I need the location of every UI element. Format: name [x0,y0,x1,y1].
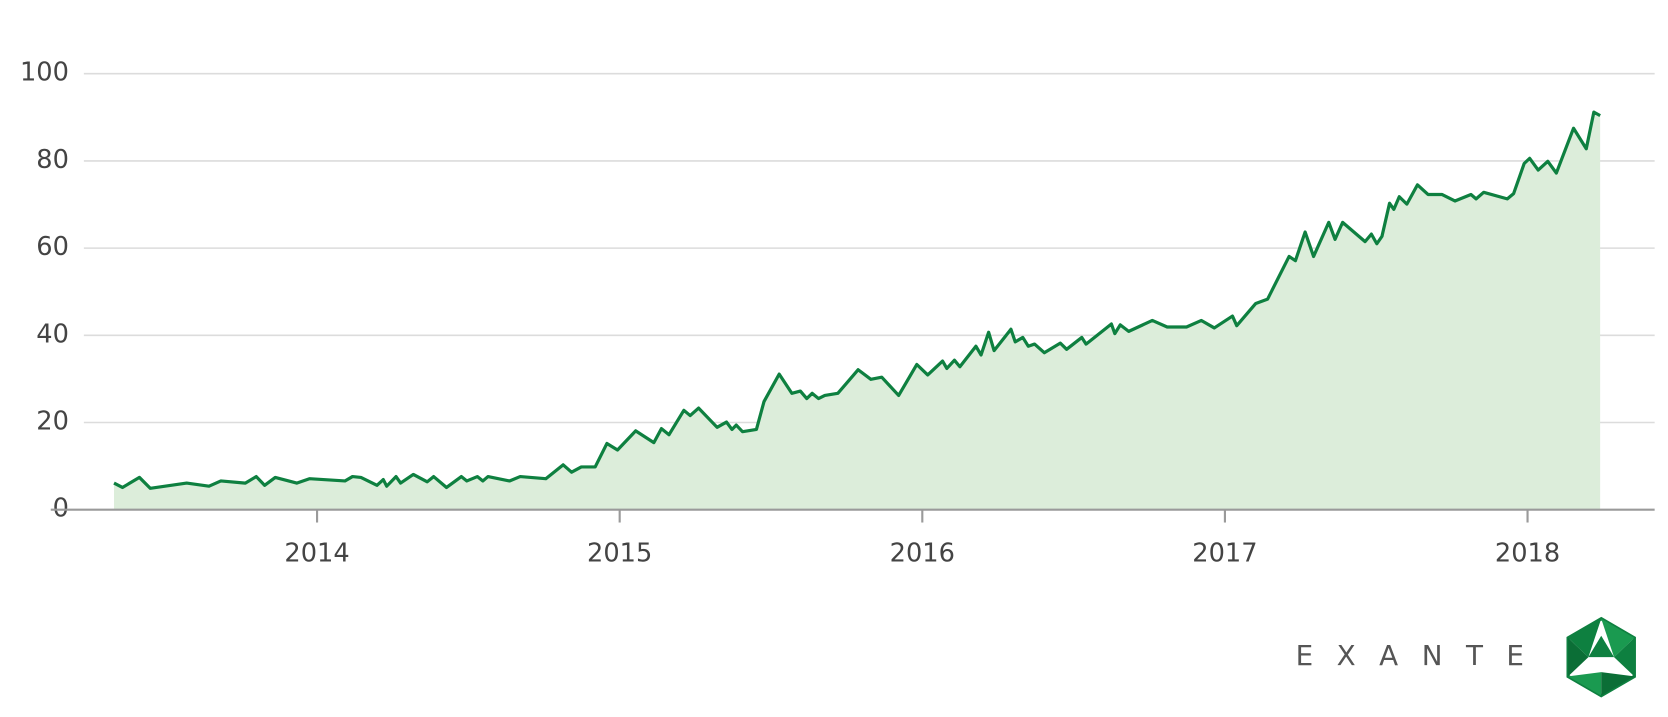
plot: 02040608010020142015201620172018 [20,58,1655,569]
x-tick-label: 2018 [1495,539,1560,569]
y-tick-label: 100 [20,58,69,88]
x-tick-label: 2017 [1192,539,1257,569]
y-tick-label: 60 [36,232,69,262]
x-tick-label: 2016 [890,539,955,569]
area-fill [114,112,1601,510]
y-tick-label: 80 [36,145,69,175]
logo-text: EXANTE [1296,639,1548,672]
y-tick-label: 20 [36,407,69,437]
x-tick-label: 2015 [587,539,652,569]
logo-icon [1566,616,1636,698]
x-tick-label: 2014 [284,539,349,569]
line [113,110,1601,490]
y-tick-label: 40 [36,319,69,349]
